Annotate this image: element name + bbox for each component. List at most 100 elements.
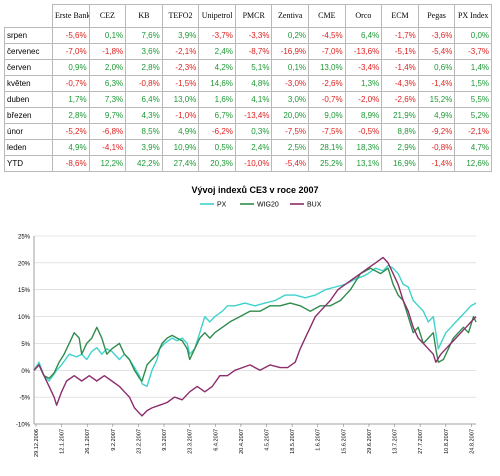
table-cell: 4,2%: [198, 59, 236, 76]
table-cell: 25,2%: [308, 155, 346, 172]
table-cell: 0,1%: [271, 59, 310, 76]
table-body: srpen -5,6% 0,1% 7,6% 3,9% -3,7% -3,3% 0,2% -4,5…: [4, 27, 492, 172]
table-cell: -2,6%: [381, 91, 419, 108]
table-cell: 42,2%: [125, 155, 163, 172]
chart-title: Vývoj indexů CE3 v roce 2007: [191, 185, 318, 195]
x-tick-label: 15.6.2007: [341, 429, 347, 454]
column-header: Pegas: [417, 4, 456, 28]
x-tick-label: 29.12.2006: [34, 429, 40, 457]
table-cell: 9,0%: [308, 107, 346, 124]
y-tick-label: 10%: [18, 315, 31, 321]
table-row: únor -5,2% -6,8% 8,5% 4,9% -6,2% 0,3% -7,5% -7,5…: [4, 123, 492, 140]
table-cell: 5,2%: [454, 107, 492, 124]
x-tick-label: 18.5.2007: [290, 429, 296, 454]
x-tick-label: 6.4.2007: [213, 429, 219, 451]
table-cell: -0,7%: [52, 75, 90, 92]
x-tick-label: 9.3.2007: [162, 429, 168, 451]
table-cell: 6,4%: [125, 91, 163, 108]
row-label: YTD: [4, 155, 53, 172]
row-label: červen: [4, 59, 53, 76]
table-cell: -2,1%: [454, 123, 492, 140]
returns-table: Erste Bank CEZ KB TEFO2 Unipetrol PMCR Zentiva…: [4, 4, 492, 172]
column-header: TEFO2: [161, 4, 200, 28]
table-cell: -5,1%: [381, 43, 419, 60]
table-cell: -1,4%: [417, 155, 456, 172]
table-cell: 2,0%: [88, 59, 127, 76]
table-cell: 2,8%: [52, 107, 90, 124]
table-corner-cell: [4, 4, 53, 28]
table-cell: 21,9%: [381, 107, 419, 124]
table-cell: -7,5%: [308, 123, 346, 140]
table-cell: 1,7%: [52, 91, 90, 108]
table-cell: 4,7%: [454, 139, 492, 156]
table-cell: -5,4%: [271, 155, 310, 172]
row-label: květen: [4, 75, 53, 92]
legend-label: BUX: [307, 202, 322, 209]
table-cell: -3,3%: [234, 27, 273, 44]
table-cell: -10,0%: [234, 155, 273, 172]
table-cell: 6,4%: [344, 27, 383, 44]
table-cell: -7,5%: [271, 123, 310, 140]
column-header: ECM: [381, 4, 419, 28]
table-cell: -8,6%: [52, 155, 90, 172]
x-tick-label: 23.2.2007: [136, 429, 142, 454]
table-cell: 2,9%: [381, 139, 419, 156]
table-cell: -0,5%: [344, 123, 383, 140]
table-cell: -2,3%: [161, 59, 200, 76]
table-cell: -2,6%: [308, 75, 346, 92]
table-cell: 14,6%: [198, 75, 236, 92]
table-row: YTD -8,6% 12,2% 42,2% 27,4% 20,3% -10,0% -5,4% 2…: [4, 155, 492, 172]
table-cell: -7,0%: [52, 43, 90, 60]
table-cell: 13,0%: [308, 59, 346, 76]
table-cell: 8,9%: [344, 107, 383, 124]
table-row: březen 2,8% 9,7% 4,3% -1,0% 6,7% -13,4% 20,0% 9,…: [4, 107, 492, 124]
table-cell: -5,4%: [417, 43, 456, 60]
table-cell: 4,8%: [234, 75, 273, 92]
row-label: duben: [4, 91, 53, 108]
table-cell: -5,6%: [52, 27, 90, 44]
table-cell: -4,5%: [308, 27, 346, 44]
y-tick-label: 20%: [18, 261, 31, 267]
x-tick-label: 4.5.2007: [264, 429, 270, 451]
table-cell: 28,1%: [308, 139, 346, 156]
chart-legend: PX WIG20 BUX: [200, 202, 322, 209]
table-cell: 0,5%: [198, 139, 236, 156]
table-cell: -16,9%: [271, 43, 310, 60]
row-label: leden: [4, 139, 53, 156]
table-cell: -2,1%: [161, 43, 200, 60]
table-cell: 0,6%: [417, 59, 456, 76]
table-cell: -8,7%: [234, 43, 273, 60]
table-cell: 6,7%: [198, 107, 236, 124]
table-cell: 0,0%: [454, 27, 492, 44]
y-tick-label: 0%: [21, 369, 30, 375]
table-cell: 7,3%: [88, 91, 127, 108]
table-cell: 1,3%: [344, 75, 383, 92]
y-tick-label: 5%: [21, 342, 30, 348]
table-cell: -2,0%: [344, 91, 383, 108]
table-cell: 1,4%: [454, 59, 492, 76]
legend-label: PX: [217, 202, 227, 209]
table-cell: 3,9%: [125, 139, 163, 156]
y-tick-label: -10%: [16, 423, 31, 429]
table-cell: 2,4%: [198, 43, 236, 60]
table-cell: 0,9%: [52, 59, 90, 76]
table-cell: 3,0%: [271, 91, 310, 108]
table-cell: -0,8%: [125, 75, 163, 92]
table-cell: 4,9%: [417, 107, 456, 124]
table-cell: -3,7%: [198, 27, 236, 44]
table-cell: -6,8%: [88, 123, 127, 140]
series-line-px: [33, 264, 477, 388]
table-cell: 4,3%: [125, 107, 163, 124]
table-cell: 5,5%: [454, 91, 492, 108]
table-cell: -1,4%: [417, 75, 456, 92]
table-cell: -9,2%: [417, 123, 456, 140]
table-cell: 4,1%: [234, 91, 273, 108]
row-label: červenec: [4, 43, 53, 60]
table-cell: 0,1%: [88, 27, 127, 44]
x-tick-label: 12.1.2007: [60, 429, 66, 454]
series-line-bux: [33, 256, 477, 417]
y-tick-label: 25%: [18, 235, 31, 241]
table-cell: 8,5%: [125, 123, 163, 140]
table-cell: 1,5%: [454, 75, 492, 92]
x-tick-label: 20.4.2007: [239, 429, 245, 454]
